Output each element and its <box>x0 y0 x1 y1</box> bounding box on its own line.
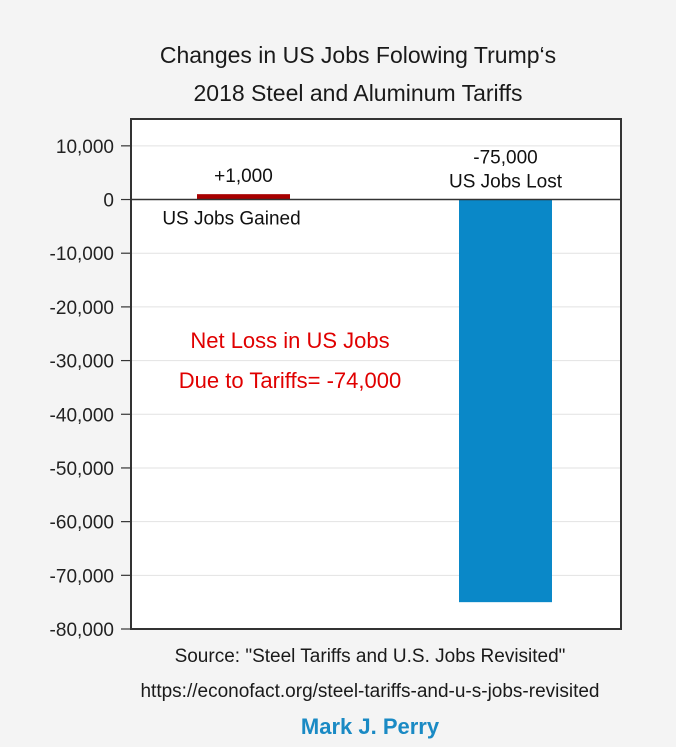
y-axis-ticks: 10,000 0 -10,000 -20,000 -30,000 -40,000 -50,0… <box>50 137 131 641</box>
data-label: -75,000 <box>473 148 537 169</box>
bars <box>197 194 552 603</box>
y-tick-label: -30,000 <box>50 352 114 373</box>
plot-frame <box>130 118 622 630</box>
author-credit: Mark J. Perry <box>300 714 440 739</box>
data-label: +1,000 <box>214 166 273 187</box>
data-labels: +1,000 US Jobs Gained -75,000 US Jobs Lost <box>162 148 562 230</box>
category-label: US Jobs Gained <box>162 209 300 230</box>
y-tick-label: -50,000 <box>50 459 114 480</box>
net-loss-annotation-line-2: Due to Tariffs= -74,000 <box>179 368 401 393</box>
y-tick-label: 0 <box>103 191 114 212</box>
net-loss-annotation-line-1: Net Loss in US Jobs <box>190 328 389 353</box>
y-tick-label: 10,000 <box>56 137 114 158</box>
y-tick-label: -10,000 <box>50 244 114 265</box>
y-tick-label: -60,000 <box>50 513 114 534</box>
source-url[interactable]: https://econofact.org/steel-tariffs-and-… <box>140 681 600 702</box>
bar-us-jobs-gained <box>197 194 290 200</box>
chart-title-line-1: Changes in US Jobs Folowing Trump‘s <box>159 42 557 68</box>
data-label: US Jobs Lost <box>449 172 563 193</box>
y-tick-label: -20,000 <box>50 298 114 319</box>
bar-us-jobs-lost <box>459 199 552 603</box>
y-tick-label: -70,000 <box>50 566 114 587</box>
y-tick-label: -80,000 <box>50 620 114 641</box>
chart-title-line-2: 2018 Steel and Aluminum Tariffs <box>193 80 523 106</box>
source-citation: Source: "Steel Tariffs and U.S. Jobs Rev… <box>174 646 566 667</box>
y-tick-label: -40,000 <box>50 405 114 426</box>
